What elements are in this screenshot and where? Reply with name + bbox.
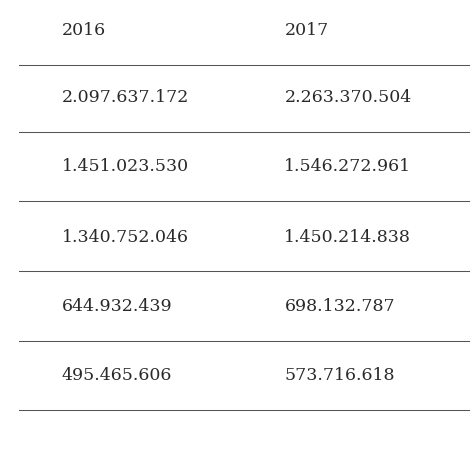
Text: 2017: 2017 (284, 22, 328, 39)
Text: 698.132.787: 698.132.787 (284, 298, 395, 315)
Text: 1.546.272.961: 1.546.272.961 (284, 158, 411, 175)
Text: 644.932.439: 644.932.439 (62, 298, 172, 315)
Text: 1.340.752.046: 1.340.752.046 (62, 228, 189, 246)
Text: 2.097.637.172: 2.097.637.172 (62, 89, 189, 106)
Text: 2016: 2016 (62, 22, 106, 39)
Text: 573.716.618: 573.716.618 (284, 367, 395, 384)
Text: 495.465.606: 495.465.606 (62, 367, 172, 384)
Text: 1.451.023.530: 1.451.023.530 (62, 158, 189, 175)
Text: 1.450.214.838: 1.450.214.838 (284, 228, 411, 246)
Text: 2.263.370.504: 2.263.370.504 (284, 89, 411, 106)
